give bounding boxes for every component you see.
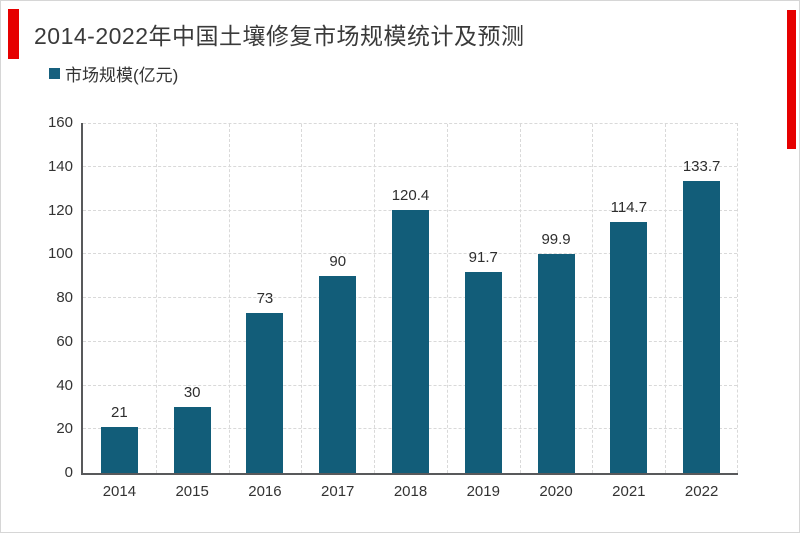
- x-tick-label: 2014: [102, 483, 137, 500]
- gridline-vertical: [519, 124, 521, 473]
- title-accent-bar: [8, 9, 19, 59]
- gridline-vertical: [155, 124, 157, 473]
- x-tick-label: 2017: [321, 483, 355, 500]
- y-tick-label: 120: [47, 201, 73, 219]
- bar-2021: [610, 222, 648, 473]
- x-tick-label: 2015: [175, 483, 209, 500]
- x-tick-label: 2018: [393, 483, 428, 500]
- page-title: 2014-2022年中国土壤修复市场规模统计及预测: [34, 23, 525, 49]
- bar-value-label: 91.7: [468, 249, 498, 267]
- gridline-vertical: [301, 124, 303, 473]
- bar-2019: [464, 272, 502, 473]
- gridline-vertical: [228, 124, 230, 473]
- bar-value-label: 90: [329, 253, 347, 271]
- bar-value-label: 30: [183, 384, 201, 402]
- x-tick-label: 2022: [684, 483, 719, 500]
- x-axis-line: [81, 473, 738, 475]
- legend: 市场规模(亿元): [49, 61, 178, 86]
- gridline-vertical: [665, 124, 667, 473]
- bar-2015: [173, 407, 211, 473]
- x-tick-label: 2016: [248, 483, 282, 500]
- bar-value-label: 73: [256, 290, 274, 308]
- y-tick-label: 60: [56, 332, 73, 350]
- bar-2014: [100, 427, 138, 473]
- legend-label: 市场规模(亿元): [65, 66, 179, 85]
- bar-value-label: 120.4: [391, 186, 430, 204]
- y-tick-label: 140: [47, 157, 73, 175]
- gridline-horizontal: [83, 165, 737, 167]
- bar-2017: [319, 276, 357, 473]
- gridline-vertical: [446, 124, 448, 473]
- x-tick-label: 2019: [466, 483, 500, 500]
- y-tick-label: 160: [47, 114, 73, 131]
- bar-value-label: 21: [111, 404, 128, 422]
- y-tick-label: 40: [56, 376, 73, 394]
- x-tick-label: 2021: [612, 483, 646, 500]
- y-axis-line: [81, 123, 83, 475]
- gridline-vertical: [592, 124, 594, 473]
- bar-2018: [392, 209, 429, 473]
- bar-2016: [246, 313, 284, 473]
- bar-value-label: 114.7: [610, 199, 648, 217]
- bar-2022: [683, 180, 721, 473]
- y-tick-label: 20: [56, 420, 73, 438]
- plot-area: 21 30 73 90 120.4 91.7 99.9 114.7 133.7: [83, 123, 738, 473]
- right-accent-bar: [787, 10, 796, 149]
- bar-2020: [537, 254, 575, 473]
- bar-value-label: 133.7: [682, 157, 721, 175]
- legend-swatch-icon: [49, 68, 60, 79]
- y-tick-label: 80: [56, 289, 73, 306]
- x-tick-label: 2020: [539, 483, 573, 500]
- gridline-vertical: [374, 124, 376, 473]
- y-tick-label: 0: [64, 464, 73, 481]
- y-tick-label: 100: [47, 245, 73, 263]
- bar-value-label: 99.9: [541, 231, 571, 249]
